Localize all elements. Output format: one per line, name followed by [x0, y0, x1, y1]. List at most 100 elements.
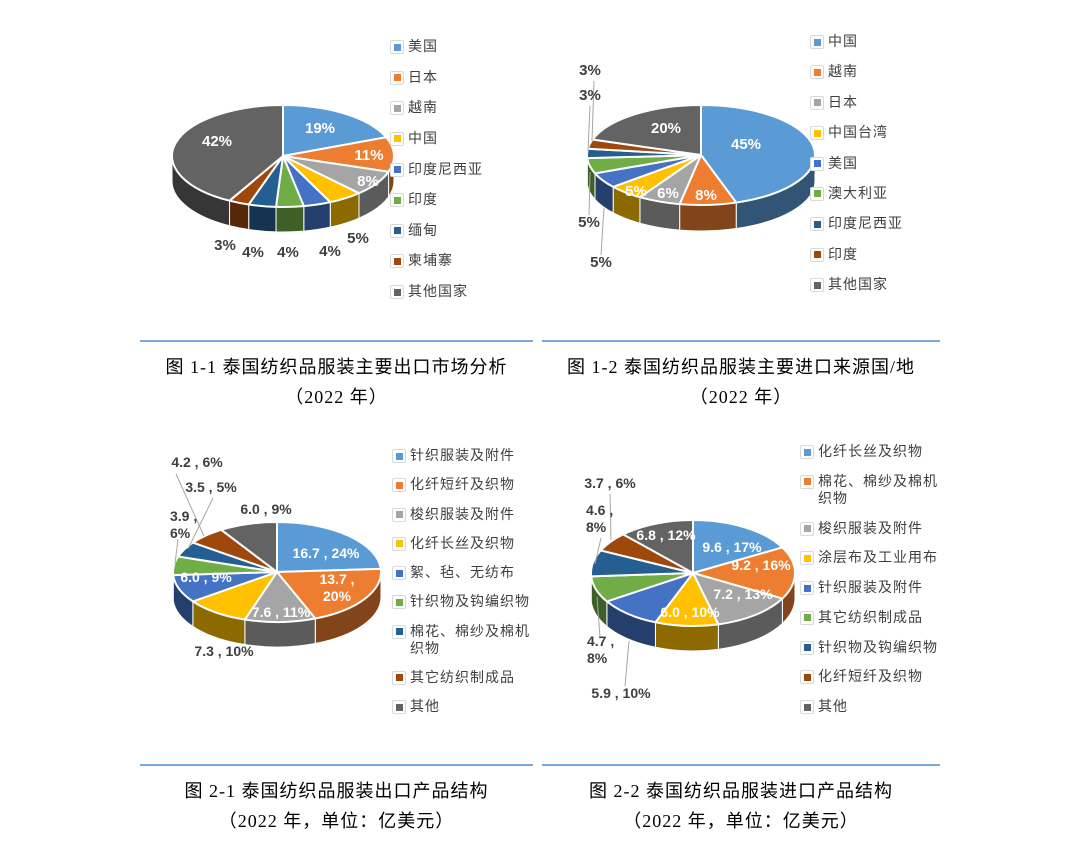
legend-swatch-color [393, 104, 401, 112]
legend-label: 针织物及钩编织物 [410, 593, 530, 610]
slice-label: 4% [277, 244, 299, 261]
legend-label: 柬埔寨 [408, 252, 453, 269]
pie-slice [700, 104, 816, 204]
legend-swatch [810, 35, 824, 49]
legend-item: 针织物及钩编织物 [392, 593, 530, 610]
legend-label: 日本 [828, 93, 858, 110]
legend-swatch [800, 445, 814, 459]
slice-label: 8% [695, 187, 717, 204]
legend-swatch-color [803, 614, 811, 622]
legend-item: 其他国家 [810, 276, 960, 293]
pie-slice [692, 519, 784, 574]
slice-label: 7.3 , 10% [194, 643, 254, 659]
legend-swatch-color [813, 68, 821, 76]
legend-item: 中国 [390, 130, 514, 147]
legend-label: 针织服装及附件 [410, 447, 515, 463]
caption-title: 图 1-2 泰国纺织品服装主要进口来源国/地 [567, 357, 915, 377]
slice-label: 3% [214, 237, 236, 254]
legend-swatch [390, 193, 404, 208]
legend-label: 越南 [408, 99, 438, 116]
slice-label: 3.9 , 6% [170, 508, 197, 541]
legend-label: 其它纺织制成品 [410, 668, 515, 685]
legend-swatch [392, 507, 406, 522]
legend-label: 印度尼西亚 [408, 160, 483, 177]
legend-swatch-color [393, 166, 401, 173]
slice-label: 4.6 , 8% [586, 502, 613, 535]
legend-item: 印度 [810, 246, 960, 263]
legend-item: 化纤短纤及织物 [392, 476, 530, 493]
legend-item: 其它纺织制成品 [800, 609, 952, 626]
legend-fig-2-1: 针织服装及附件 化纤短纤及织物 梭织服装及附件 化纤长丝及织物 絮、毡、无纺布 针织物及钩… [392, 447, 530, 715]
legend-swatch [390, 162, 404, 177]
legend-swatch-color [393, 257, 401, 265]
pie-slice [171, 104, 284, 202]
slice-label: 5% [590, 254, 612, 271]
legend-label: 梭织服装及附件 [410, 505, 515, 522]
legend-swatch-color [803, 703, 811, 711]
slice-label: 45% [731, 136, 761, 153]
legend-label: 絮、毡、无纺布 [410, 564, 515, 580]
slice-label: 5% [347, 230, 369, 247]
pie-slice-side [275, 205, 305, 233]
legend-label: 化纤短纤及织物 [410, 476, 515, 493]
legend-item: 印度 [390, 191, 514, 208]
legend-label: 化纤长丝及织物 [818, 443, 923, 459]
legend-item: 日本 [390, 69, 514, 86]
legend-swatch [390, 285, 404, 299]
pie-slice [243, 571, 317, 623]
legend-item: 印度尼西亚 [390, 161, 514, 178]
legend-swatch-color [395, 703, 403, 711]
slice-label: 6% [657, 185, 679, 202]
slice-label: 7.2 , 13% [713, 586, 773, 602]
legend-item: 美国 [810, 155, 960, 172]
legend-swatch [810, 95, 824, 110]
legend-fig-1-2: 中国 越南 日本 中国台湾 美国 澳大利亚 印度尼西亚 印度 其他国家 [810, 33, 960, 293]
slice-label: 20% [651, 120, 681, 137]
legend-swatch-color [813, 160, 821, 167]
legend-swatch-color [813, 99, 821, 107]
legend-item: 其它纺织制成品 [392, 669, 530, 686]
legend-item: 化纤长丝及织物 [800, 443, 952, 460]
slice-label: 4.2 , 6% [171, 454, 223, 470]
caption-subtitle: （2022 年，单位：亿美元） [623, 811, 859, 831]
legend-label: 中国 [408, 129, 438, 146]
slice-label: 4.7 , 8% [587, 633, 614, 666]
leader-line [624, 640, 630, 687]
legend-fig-1-1: 美国 日本 越南 中国 印度尼西亚 印度 缅甸 柬埔寨 其他国家 [390, 38, 514, 300]
legend-swatch-color [803, 478, 811, 486]
caption-title: 图 2-2 泰国纺织品服装进口产品结构 [589, 781, 893, 801]
legend-swatch [800, 610, 814, 625]
caption-fig-2-2: 图 2-2 泰国纺织品服装进口产品结构 （2022 年，单位：亿美元） [542, 764, 940, 836]
legend-label: 印度 [828, 245, 858, 262]
leader-line [596, 596, 601, 638]
legend-item: 日本 [810, 94, 960, 111]
legend-swatch [392, 624, 406, 639]
legend-item: 棉花、棉纱及棉机织物 [800, 473, 952, 507]
slice-label: 6.0 , 10% [660, 604, 720, 620]
legend-swatch-color [803, 584, 811, 592]
legend-label: 印度 [408, 191, 438, 208]
legend-swatch [392, 449, 406, 463]
legend-swatch [810, 278, 824, 292]
legend-item: 针织服装及附件 [800, 579, 952, 596]
legend-swatch [800, 474, 814, 489]
legend-label: 其他 [410, 698, 440, 714]
slice-label: 42% [202, 133, 232, 150]
legend-swatch [810, 186, 824, 201]
legend-label: 日本 [408, 68, 438, 85]
legend-label: 美国 [828, 154, 858, 171]
legend-item: 美国 [390, 38, 514, 55]
legend-swatch-color [395, 511, 403, 518]
legend-swatch [810, 247, 824, 262]
legend-swatch-color [803, 673, 811, 681]
legend-swatch-color [393, 74, 401, 82]
slice-label: 5% [625, 183, 647, 200]
legend-item: 其他 [800, 698, 952, 715]
legend-swatch-color [395, 452, 403, 460]
leader-line [174, 538, 179, 565]
leader-line [600, 207, 605, 256]
pie-slice-side [248, 203, 277, 233]
leader-line [591, 80, 595, 142]
